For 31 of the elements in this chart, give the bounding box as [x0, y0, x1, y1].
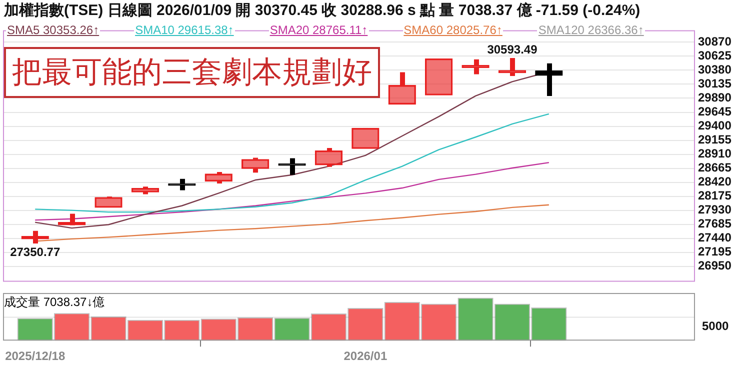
legend-label: SMA120 26366.36↑	[537, 23, 645, 37]
y-tick-label: 30135	[698, 76, 732, 91]
x-tick-label: 2026/01	[344, 349, 388, 364]
y-tick-label: 27440	[698, 230, 732, 245]
annotation: 30593.49	[487, 42, 538, 56]
y-tick-label: 27195	[698, 244, 732, 259]
candlestick	[388, 72, 416, 105]
y-tick-label: 26950	[698, 258, 732, 273]
text: 5000	[702, 319, 729, 333]
y-tick-label: 28420	[698, 174, 732, 189]
y-tick-label: 28175	[698, 188, 732, 203]
text: SMA60 28025.76↑	[402, 23, 504, 37]
x-tick-label: 2025/12/18	[5, 349, 66, 364]
y-tick-label: 29890	[698, 90, 732, 105]
y-tick-label: 27685	[698, 216, 732, 231]
y-tick-label: 28910	[698, 146, 732, 161]
y-tick-label: 30870	[698, 34, 732, 49]
y-tick-label: 29645	[698, 104, 732, 119]
chart-title: 加權指數(TSE) 日線圖 2026/01/09 開 30370.45 收 30288.96 s 點 量 7038.37 億 -71.59 (-0.24%)	[4, 1, 640, 20]
y-tick-label: 30625	[698, 48, 732, 63]
y-tick-label: 29155	[698, 132, 732, 147]
y-tick-label: 29400	[698, 118, 732, 133]
text: SMA20 28765.11↑	[268, 23, 369, 37]
text: SMA10 29615.38↑	[134, 23, 235, 37]
annotation: 27350.77	[10, 244, 60, 259]
text: SMA5 30353.26↑	[6, 23, 100, 37]
y-tick-label: 28665	[698, 160, 732, 175]
annotation: 把最可能的三套劇本規劃好	[4, 47, 380, 98]
y-tick-label: 27930	[698, 202, 732, 217]
chart-title: 成交量 7038.37↓億	[4, 294, 105, 311]
y-tick-label: 30380	[698, 62, 732, 77]
